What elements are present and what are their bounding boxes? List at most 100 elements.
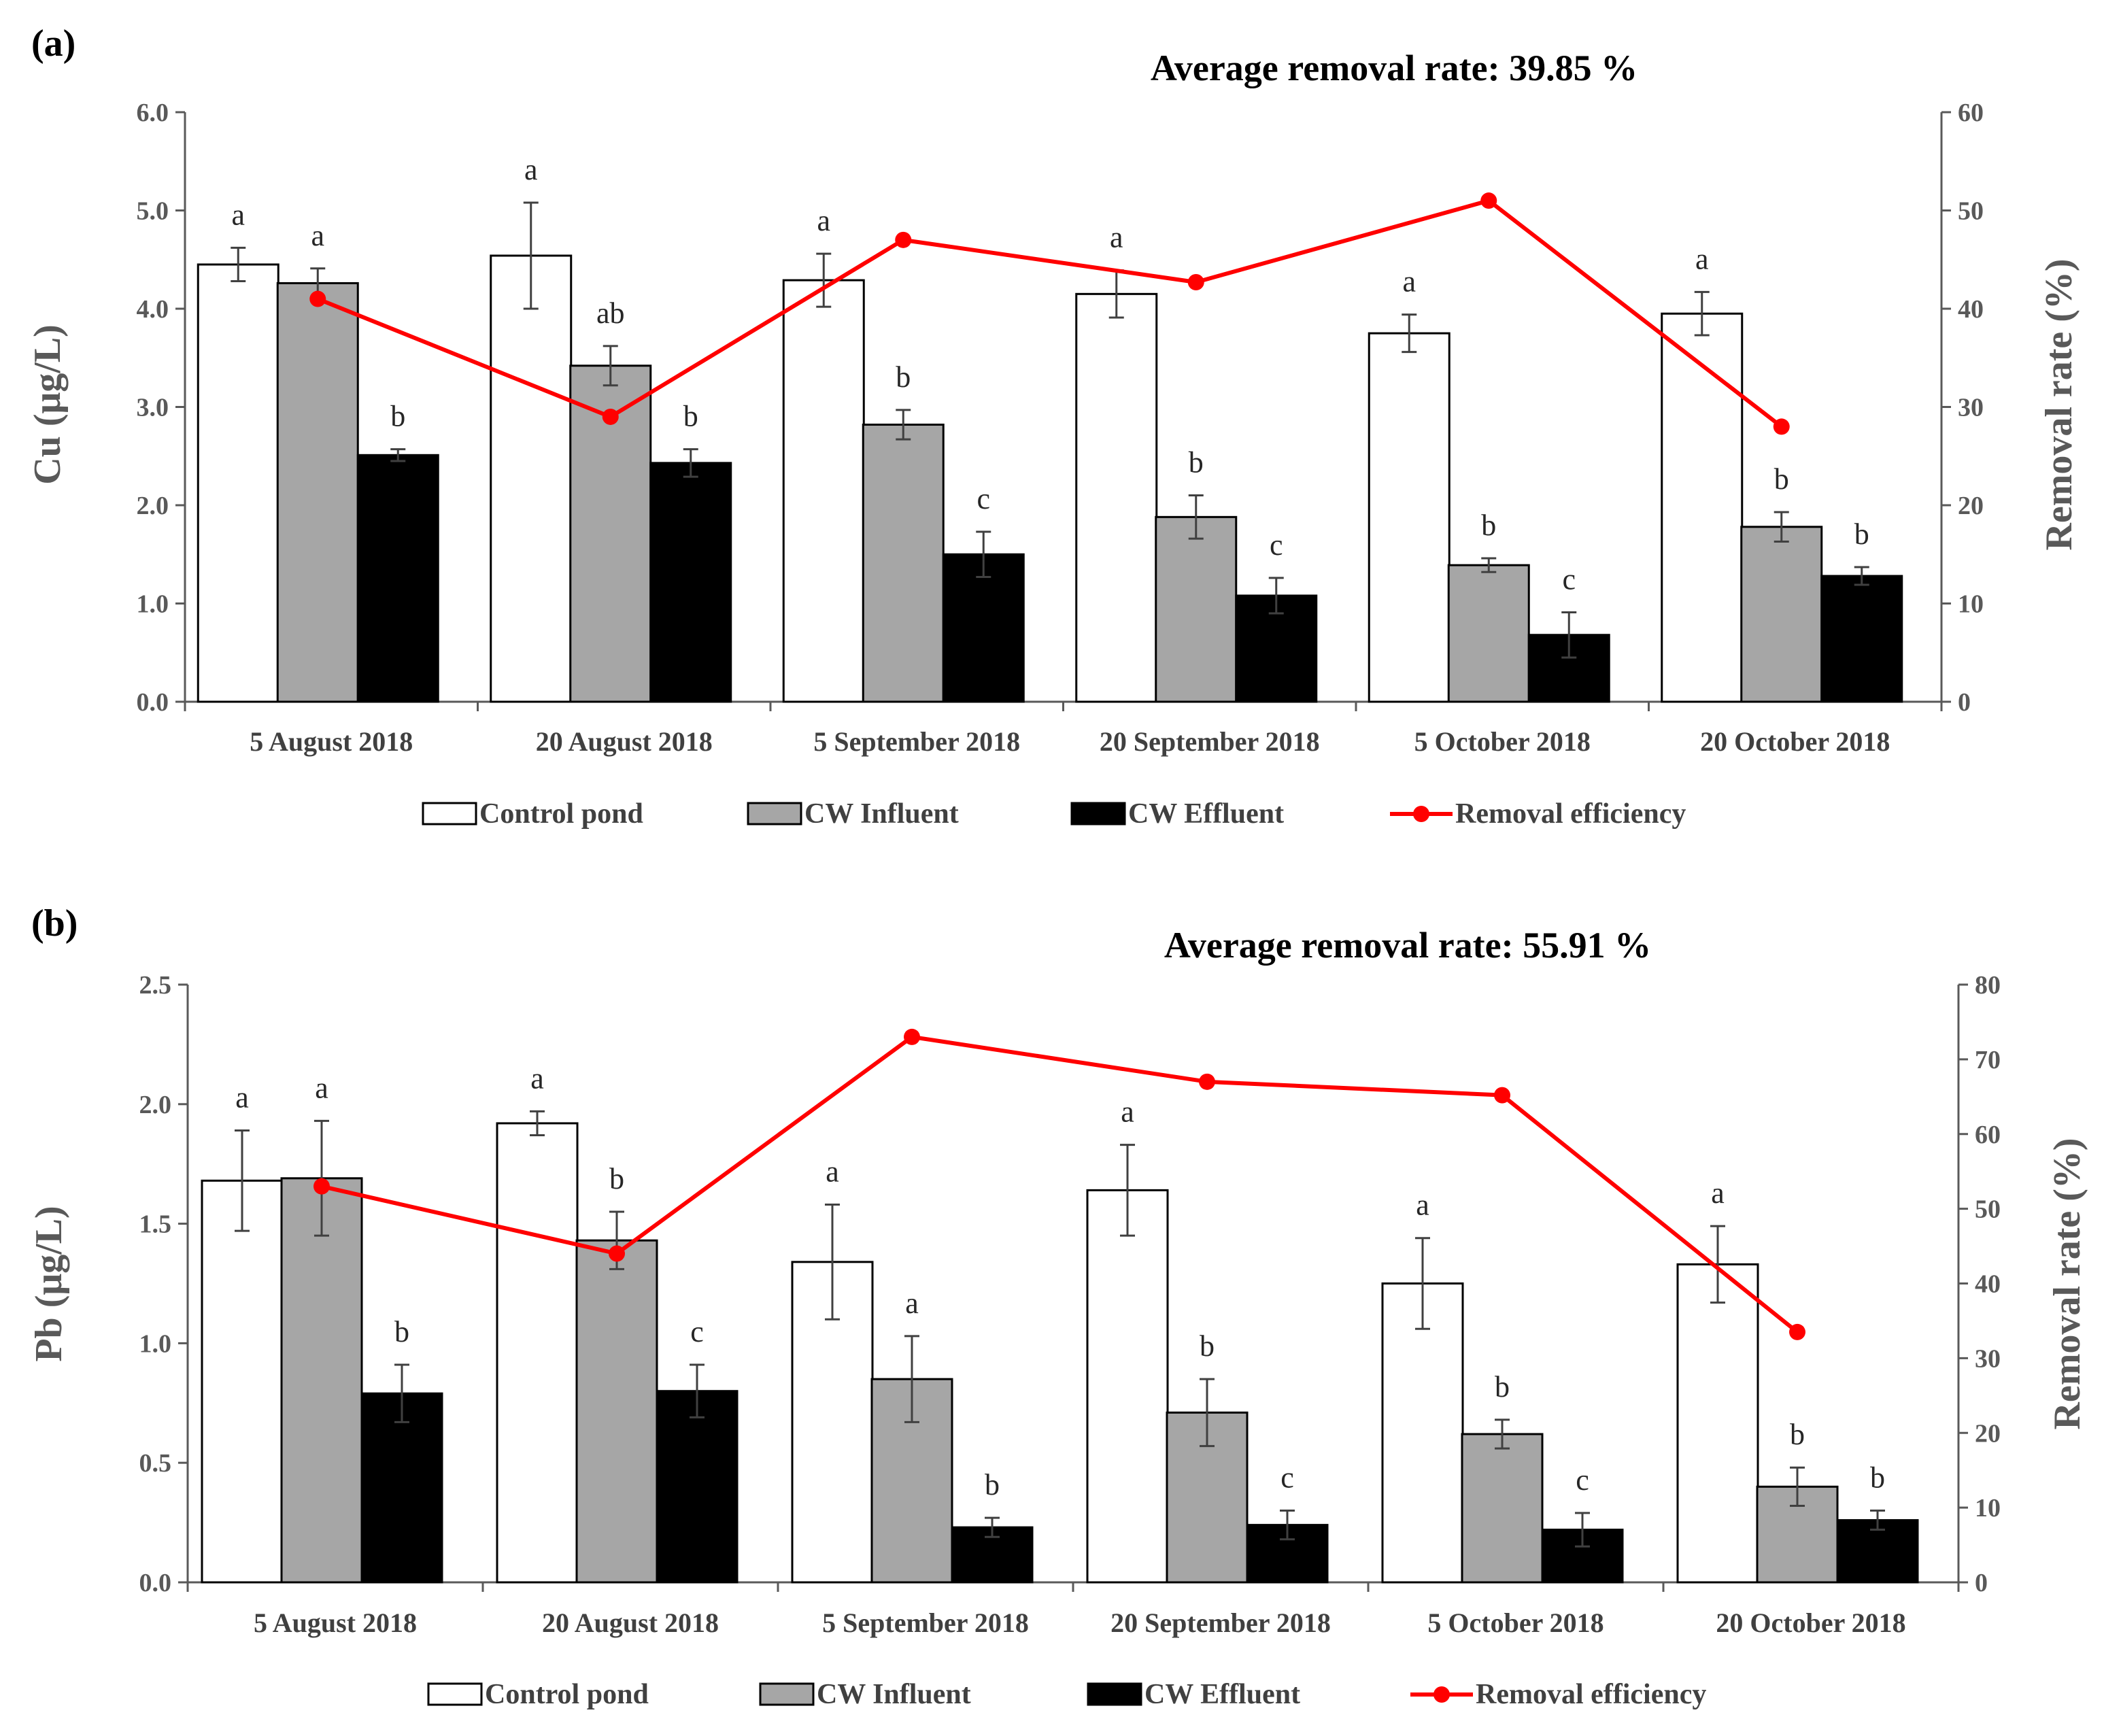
panel-b-x-tick-label: 5 August 2018	[254, 1607, 417, 1638]
panel-a-right-tick-label: 50	[1958, 197, 1984, 226]
panel-b-significance-label: a	[235, 1080, 249, 1114]
panel-a-removal-efficiency-line	[317, 199, 1783, 428]
panel-b-bar-2-1	[656, 1390, 739, 1584]
panel-b-title: Average removal rate: 55.91 %	[1164, 925, 1651, 966]
legend-label-cw-effluent: CW Effluent	[1144, 1679, 1300, 1710]
panel-b-bar-1-1	[575, 1239, 658, 1584]
panel-b-significance-label: b	[1200, 1329, 1215, 1363]
panel-a-bar-0-0	[197, 263, 279, 703]
panel-a-right-tick-label: 20	[1958, 492, 1984, 520]
panel-b-removal-efficiency-point-4	[1494, 1087, 1510, 1104]
panel-a-significance-label: b	[1774, 462, 1789, 496]
panel-b-significance-label: a	[1416, 1189, 1429, 1222]
panel-a-title: Average removal rate: 39.85 %	[1151, 48, 1638, 88]
panel-a-removal-efficiency-point-5	[1773, 418, 1790, 435]
panel-b-significance-label: b	[1495, 1370, 1510, 1403]
panel-a-bar-1-4	[1447, 564, 1530, 703]
panel-b-x-tick-label: 20 August 2018	[542, 1607, 719, 1638]
legend-swatch-cw-influent	[747, 802, 802, 826]
panel-a-significance-label: c	[1562, 563, 1576, 596]
panel-b-removal-efficiency-point-3	[1199, 1073, 1215, 1090]
panel-b-left-axis-label: Pb (μg/L)	[28, 1206, 70, 1361]
panel-a-left-tick-label: 0.0	[137, 688, 169, 717]
panel-b-bar-0-1	[496, 1122, 579, 1584]
panel-a-bar-2-1	[649, 462, 732, 703]
panel-b-right-tick-label: 20	[1975, 1419, 2001, 1448]
panel-b-right-axis-label: Removal rate (%)	[2046, 1138, 2088, 1429]
panel-a-significance-label: c	[977, 482, 990, 515]
panel-a-significance-label: a	[231, 198, 245, 231]
panel-b-left-tick-label: 1.0	[139, 1329, 172, 1358]
panel-b-significance-label: a	[1121, 1095, 1134, 1129]
legend-label-cw-influent: CW Influent	[817, 1679, 971, 1710]
panel-b-significance-label: b	[985, 1468, 1000, 1501]
panel-a-right-tick-label: 10	[1958, 590, 1984, 619]
panel-b-significance-label: b	[1870, 1461, 1885, 1495]
panel-a-removal-efficiency-point-4	[1480, 192, 1497, 209]
panel-a-removal-efficiency-point-1	[602, 408, 619, 425]
legend-label-control-pond: Control pond	[479, 798, 643, 830]
panel-a-significance-label: b	[390, 400, 405, 433]
panel-b-removal-efficiency-point-5	[1789, 1323, 1805, 1340]
panel-a-right-tick-label: 40	[1958, 295, 1984, 324]
panel-a-significance-label: a	[817, 204, 830, 237]
panel-b-significance-label: a	[826, 1155, 839, 1188]
panel-b-right-tick-label: 30	[1975, 1344, 2001, 1373]
panel-b-removal-efficiency-point-0	[313, 1178, 330, 1195]
panel-b-left-tick-label: 1.5	[139, 1210, 172, 1239]
panel-b-bar-0-3	[1086, 1189, 1169, 1584]
panel-a-significance-label: b	[1481, 509, 1496, 542]
panel-a-significance-label: a	[1695, 242, 1709, 275]
panel-b-significance-label: a	[530, 1061, 544, 1095]
panel-a-left-tick-label: 1.0	[137, 590, 169, 619]
panel-a-right-tick-label: 60	[1958, 99, 1984, 127]
legend-swatch-control-pond	[427, 1682, 483, 1706]
panel-a-significance-label: c	[1270, 528, 1283, 562]
panel-b-right-tick-label: 0	[1975, 1569, 1988, 1597]
panel-b-right-tick-label: 10	[1975, 1494, 2001, 1522]
panel-b-legend: Control pond CW Influent CW Effluent Rem…	[427, 1679, 1706, 1710]
panel-b-right-tick-label: 70	[1975, 1046, 2001, 1074]
panel-a-x-tick-label: 20 September 2018	[1100, 726, 1320, 757]
panel-a-left-tick-label: 3.0	[137, 394, 169, 422]
legend-label-removal-efficiency: Removal efficiency	[1476, 1679, 1706, 1710]
panel-b-bar-1-4	[1461, 1433, 1544, 1584]
panel-b-significance-label: c	[1576, 1463, 1589, 1497]
panel-b-left-tick-label: 0.0	[139, 1569, 172, 1597]
panel-a-bar-2-2	[942, 553, 1025, 703]
legend-marker-removal-efficiency	[1433, 1686, 1450, 1703]
panel-b-removal-efficiency-line	[321, 1034, 1799, 1334]
panel-b-right-tick-label: 60	[1975, 1121, 2001, 1149]
panel-a-removal-efficiency-point-2	[895, 231, 912, 248]
panel-a-significance-label: a	[524, 153, 538, 186]
panel-a-right-tick-label: 0	[1958, 688, 1971, 717]
panel-a-bar-1-0	[276, 282, 359, 703]
panel-b-right-tick-label: 50	[1975, 1195, 2001, 1224]
panel-a-x-tick-label: 20 August 2018	[536, 726, 713, 757]
panel-a-bar-1-2	[862, 424, 945, 703]
panel-b-x-tick-label: 5 September 2018	[822, 1607, 1029, 1638]
panel-a-right-axis-label: Removal rate (%)	[2038, 258, 2080, 550]
panel-a-bar-0-3	[1075, 292, 1158, 703]
panel-a-significance-label: b	[1189, 446, 1204, 479]
panel-b-bar-0-0	[201, 1179, 284, 1584]
panel-a-left-tick-label: 5.0	[137, 197, 169, 226]
panel-b-significance-label: c	[1280, 1461, 1294, 1495]
panel-b-left-tick-label: 0.5	[139, 1449, 172, 1478]
legend-swatch-cw-effluent	[1087, 1682, 1142, 1706]
panel-a-significance-label: a	[311, 219, 324, 252]
panel-a-x-tick-label: 5 October 2018	[1414, 726, 1591, 757]
panel-a-label: (a)	[31, 22, 75, 65]
legend-swatch-control-pond	[422, 802, 477, 826]
panel-a-bar-1-5	[1740, 526, 1823, 703]
panel-a-plot: 0.0 1.0 2.0 3.0 4.0 5.0 6.0 0 10 20 30 40 50 60 5 Augu…	[137, 99, 1984, 757]
panel-a-significance-label: a	[1402, 265, 1416, 299]
legend-label-cw-influent: CW Influent	[804, 798, 959, 830]
panel-a-x-tick-label: 20 October 2018	[1700, 726, 1890, 757]
panel-a-bar-0-5	[1661, 312, 1744, 703]
panel-b-significance-label: a	[905, 1287, 919, 1320]
panel-b-significance-label: b	[609, 1162, 624, 1195]
panel-b-bar-2-0	[360, 1392, 443, 1584]
legend-swatch-cw-effluent	[1070, 802, 1126, 826]
